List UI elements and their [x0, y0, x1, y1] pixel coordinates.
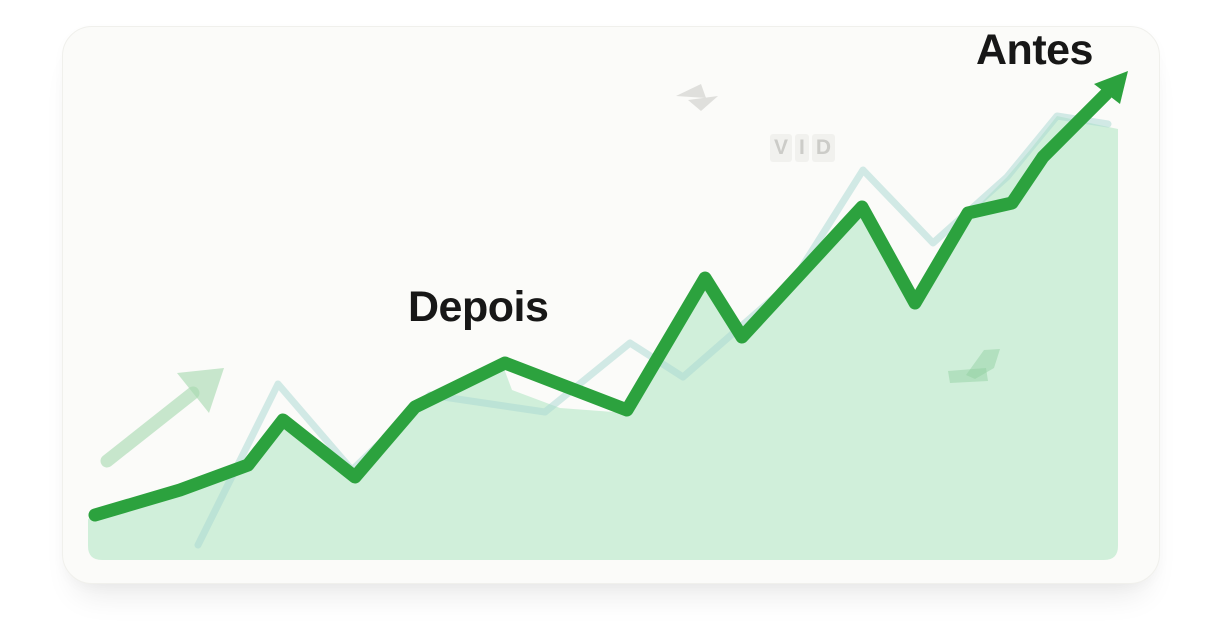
watermark-letter: D [811, 134, 836, 162]
label-antes: Antes [976, 26, 1093, 74]
ghost-arrowhead-icon [177, 368, 224, 413]
ghost-arrow-icon [100, 386, 200, 468]
label-depois: Depois [408, 283, 549, 331]
area-fill [88, 116, 1118, 560]
paper-plane-ghost-icon [688, 96, 718, 111]
main-trend-line [88, 87, 1113, 522]
paper-plane-ghost-icon [676, 84, 706, 98]
watermark-letter: V [770, 134, 793, 162]
leaf-ghost-icon [966, 349, 1000, 379]
trend-arrowhead [1094, 71, 1128, 104]
leaf-ghost-icon [948, 368, 988, 383]
watermark-letter: I [795, 134, 809, 162]
watermark-vid: V I D [770, 134, 836, 162]
